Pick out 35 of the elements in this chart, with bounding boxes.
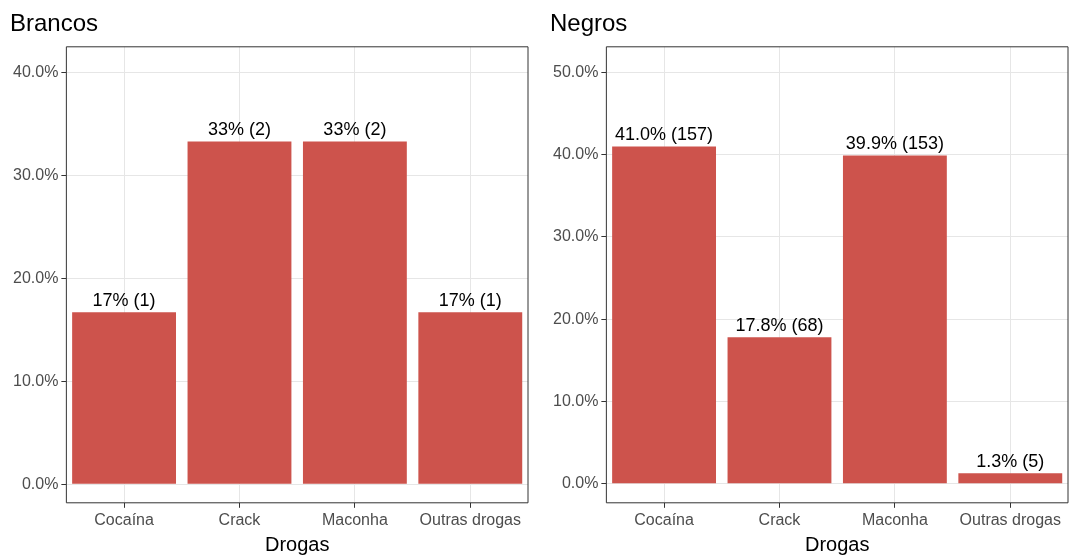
y-tick-label: 30.0%: [12, 165, 59, 183]
chart-title: Brancos: [10, 9, 99, 37]
x-tick-label: Maconha: [321, 510, 388, 528]
bar: [958, 473, 1063, 484]
x-tick-label: Maconha: [861, 510, 928, 528]
data-label: 33% (2): [207, 119, 271, 140]
y-tick-label: 10.0%: [12, 371, 59, 389]
data-label: 17% (1): [92, 290, 156, 311]
chart-title: Negros: [550, 9, 628, 37]
x-axis-title: Drogas: [804, 532, 870, 555]
data-label: 17% (1): [438, 290, 502, 311]
y-tick-label: 0.0%: [21, 474, 59, 492]
x-tick-label: Outras drogas: [959, 510, 1061, 528]
x-axis-title: Drogas: [264, 532, 330, 555]
x-tick-label: Crack: [758, 510, 802, 528]
x-tick-label: Cocaína: [634, 510, 694, 528]
y-tick-label: 20.0%: [552, 309, 599, 327]
bar: [612, 146, 717, 484]
data-label: 41.0% (157): [615, 124, 714, 145]
y-tick-label: 10.0%: [552, 391, 599, 409]
data-label: 1.3% (5): [976, 451, 1045, 472]
bar: [727, 337, 832, 484]
y-tick-label: 30.0%: [552, 227, 599, 245]
x-tick-label: Cocaína: [94, 510, 154, 528]
y-tick-label: 20.0%: [12, 268, 59, 286]
x-tick-label: Crack: [218, 510, 262, 528]
bar: [842, 155, 947, 484]
y-tick-label: 40.0%: [552, 145, 599, 163]
data-label: 39.9% (153): [845, 133, 944, 154]
y-tick-label: 50.0%: [552, 62, 599, 80]
data-label: 17.8% (68): [735, 315, 824, 336]
x-tick-label: Outras drogas: [419, 510, 521, 528]
y-tick-label: 0.0%: [561, 474, 599, 492]
data-label: 33% (2): [323, 119, 387, 140]
y-tick-label: 40.0%: [12, 62, 59, 80]
